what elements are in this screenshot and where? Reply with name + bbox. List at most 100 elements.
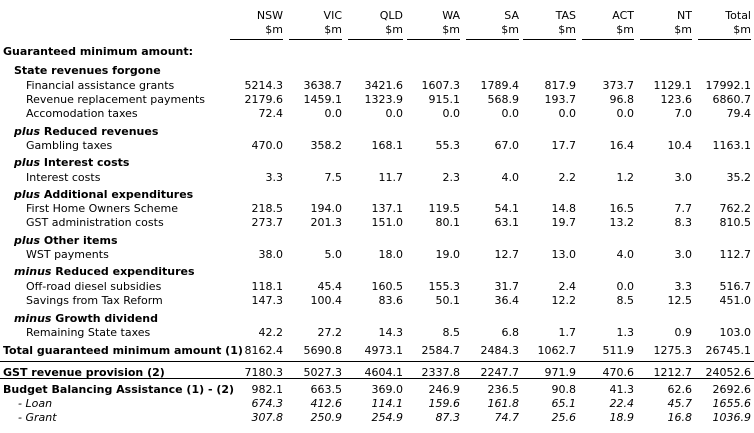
cell-qld: 11.7 <box>378 171 404 184</box>
cell-total: 26745.1 <box>705 344 752 357</box>
row-label: - Loan <box>18 396 52 411</box>
cell-nsw: 72.4 <box>258 107 284 120</box>
row-label: Remaining State taxes <box>26 325 150 340</box>
cell-act: 16.4 <box>609 139 635 152</box>
row-label: GST administration costs <box>26 215 164 230</box>
cell-nsw: 674.3 <box>251 397 284 410</box>
row-label: plus Additional expenditures <box>14 187 193 202</box>
row-divider <box>0 378 754 379</box>
cell-tas: 25.6 <box>551 411 577 424</box>
cell-tas: 971.9 <box>544 366 577 379</box>
cell-sa: 31.7 <box>494 280 520 293</box>
column-unit: $m <box>442 23 460 36</box>
table-row: GST administration costs 273.7 201.3 151.0 8… <box>0 215 754 230</box>
column-unit: $m <box>674 23 692 36</box>
cell-nsw: 982.1 <box>251 383 284 396</box>
row-label: plus Reduced revenues <box>14 124 158 139</box>
cell-tas: 817.9 <box>544 79 577 92</box>
cell-act: 18.9 <box>609 411 635 424</box>
cell-vic: 5690.8 <box>303 344 343 357</box>
table-row: Financial assistance grants 5214.3 3638.7 3… <box>0 78 754 93</box>
cell-nt: 12.5 <box>667 294 693 307</box>
cell-nt: 8.3 <box>674 216 693 229</box>
cell-sa: 12.7 <box>494 248 520 261</box>
header-underline <box>582 39 634 40</box>
cell-act: 511.9 <box>602 344 635 357</box>
cell-qld: 14.3 <box>378 326 404 339</box>
cell-nsw: 470.0 <box>251 139 284 152</box>
cell-nsw: 118.1 <box>251 280 284 293</box>
cell-nsw: 307.8 <box>251 411 284 424</box>
cell-sa: 0.0 <box>501 107 520 120</box>
cell-act: 4.0 <box>616 248 635 261</box>
cell-vic: 100.4 <box>310 294 343 307</box>
column-header-tas: TAS <box>555 9 576 22</box>
row-label-text: Revenue replacement payments <box>26 93 206 106</box>
row-label: Total guaranteed minimum amount (1) <box>3 343 243 358</box>
cell-tas: 13.0 <box>551 248 577 261</box>
cell-total: 103.0 <box>719 326 752 339</box>
cell-nsw: 42.2 <box>258 326 284 339</box>
row-label-text: Savings from Tax Reform <box>26 294 163 307</box>
column-header-vic: VIC <box>323 9 342 22</box>
cell-wa: 87.3 <box>435 411 461 424</box>
cell-qld: 1323.9 <box>364 93 404 106</box>
row-label-text: WST payments <box>26 248 109 261</box>
row-label: - Grant <box>18 410 57 425</box>
cell-sa: 568.9 <box>487 93 520 106</box>
row-label-text: Interest costs <box>43 156 130 169</box>
cell-total: 112.7 <box>719 248 752 261</box>
cell-act: 16.5 <box>609 202 635 215</box>
row-label: Budget Balancing Assistance (1) - (2) <box>3 382 234 397</box>
cell-vic: 358.2 <box>310 139 343 152</box>
cell-total: 24052.6 <box>705 366 752 379</box>
cell-wa: 2337.8 <box>421 366 461 379</box>
row-label-text: Budget Balancing Assistance (1) - (2) <box>3 383 235 396</box>
column-unit: $m <box>733 23 751 36</box>
cell-qld: 151.0 <box>371 216 404 229</box>
cell-nsw: 147.3 <box>251 294 284 307</box>
cell-nt: 16.8 <box>667 411 693 424</box>
table-row: WST payments 38.0 5.0 18.0 19.0 12.7 13.0 4.0 3.… <box>0 247 754 262</box>
cell-sa: 36.4 <box>494 294 520 307</box>
cell-nt: 3.0 <box>674 171 693 184</box>
cell-nt: 3.3 <box>674 280 693 293</box>
cell-sa: 74.7 <box>494 411 520 424</box>
cell-act: 470.6 <box>602 366 635 379</box>
cell-qld: 18.0 <box>378 248 404 261</box>
cell-vic: 663.5 <box>310 383 343 396</box>
cell-sa: 1789.4 <box>480 79 520 92</box>
row-label: Off-road diesel subsidies <box>26 279 161 294</box>
row-prefix: minus <box>14 312 52 325</box>
table-row: Gambling taxes 470.0 358.2 168.1 55.3 67.0 17.… <box>0 138 754 153</box>
cell-total: 1163.1 <box>712 139 752 152</box>
cell-wa: 159.6 <box>428 397 461 410</box>
row-label-text: Financial assistance grants <box>26 79 175 92</box>
row-label-text: Total guaranteed minimum amount (1) <box>3 344 243 357</box>
cell-total: 79.4 <box>726 107 752 120</box>
cell-qld: 160.5 <box>371 280 404 293</box>
table-row: Accomodation taxes 72.4 0.0 0.0 0.0 0.0 0.0 0.0… <box>0 106 754 121</box>
row-label-text: GST revenue provision (2) <box>3 366 165 379</box>
column-header-nsw: NSW <box>256 9 283 22</box>
column-unit: $m <box>501 23 519 36</box>
cell-vic: 3638.7 <box>303 79 343 92</box>
table-row: plus Interest costs <box>0 155 754 170</box>
cell-wa: 915.1 <box>428 93 461 106</box>
column-unit: $m <box>324 23 342 36</box>
header-underline <box>640 39 692 40</box>
row-label-text: Interest costs <box>26 171 101 184</box>
header-underline <box>698 39 751 40</box>
cell-act: 96.8 <box>609 93 635 106</box>
cell-nt: 7.7 <box>674 202 693 215</box>
row-label-text: GST administration costs <box>26 216 164 229</box>
cell-sa: 2247.7 <box>480 366 520 379</box>
cell-qld: 168.1 <box>371 139 404 152</box>
cell-total: 17992.1 <box>705 79 752 92</box>
column-header-qld: QLD <box>379 9 403 22</box>
cell-nt: 45.7 <box>667 397 693 410</box>
cell-sa: 4.0 <box>501 171 520 184</box>
cell-nt: 123.6 <box>660 93 693 106</box>
cell-nt: 10.4 <box>667 139 693 152</box>
header-underline <box>348 39 403 40</box>
